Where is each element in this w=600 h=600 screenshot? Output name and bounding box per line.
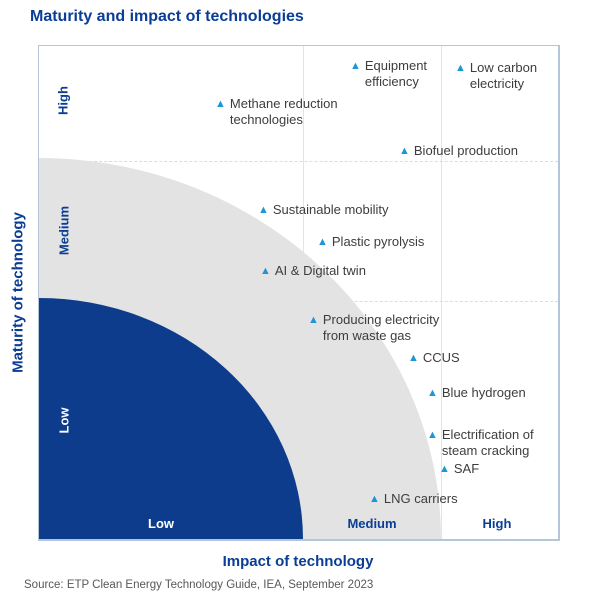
- triangle-marker-icon: ▲: [439, 463, 450, 475]
- y-axis-title: Maturity of technology: [9, 212, 27, 373]
- data-point-label: CCUS: [422, 350, 460, 365]
- gridline-vertical-medium-high: [441, 46, 442, 539]
- triangle-marker-icon: ▲: [317, 236, 328, 248]
- data-point-equipment-efficiency: ▲ Equipment efficiency: [350, 58, 427, 90]
- chart-title: Maturity and impact of technologies: [30, 8, 304, 25]
- data-point-label: Equipment efficiency: [364, 58, 428, 89]
- data-point-ai-digital-twin: ▲ AI & Digital twin: [260, 263, 366, 279]
- data-point-ccus: ▲ CCUS: [408, 350, 460, 366]
- x-axis-title: Impact of technology: [222, 553, 374, 570]
- plot-area: High Medium Low Low Medium High ▲ Equipm…: [38, 45, 560, 541]
- x-band-label-low: Low: [148, 516, 174, 531]
- data-point-label: Methane reduction technologies: [229, 96, 338, 127]
- data-point-label: Blue hydrogen: [441, 385, 526, 400]
- triangle-marker-icon: ▲: [427, 387, 438, 399]
- data-point-label: Low carbon electricity: [469, 60, 538, 91]
- data-point-lng-carriers: ▲ LNG carriers: [369, 491, 458, 507]
- triangle-marker-icon: ▲: [399, 145, 410, 157]
- data-point-plastic-pyrolysis: ▲ Plastic pyrolysis: [317, 234, 424, 250]
- triangle-marker-icon: ▲: [427, 429, 438, 441]
- data-point-electrification-of-steam-cracking: ▲ Electrification of steam cracking: [427, 427, 534, 459]
- triangle-marker-icon: ▲: [350, 60, 361, 72]
- data-point-low-carbon-electricity: ▲ Low carbon electricity: [455, 60, 537, 92]
- data-point-label: AI & Digital twin: [274, 263, 366, 278]
- data-point-sustainable-mobility: ▲ Sustainable mobility: [258, 202, 389, 218]
- y-band-label-low: Low: [56, 407, 72, 434]
- triangle-marker-icon: ▲: [258, 204, 269, 216]
- data-point-methane-reduction-technologies: ▲ Methane reduction technologies: [215, 96, 338, 128]
- y-band-label-high: High: [55, 86, 71, 115]
- data-point-biofuel-production: ▲ Biofuel production: [399, 143, 518, 159]
- x-band-label-high: High: [482, 516, 512, 531]
- data-point-blue-hydrogen: ▲ Blue hydrogen: [427, 385, 526, 401]
- triangle-marker-icon: ▲: [215, 98, 226, 110]
- data-point-label: Biofuel production: [413, 143, 518, 158]
- data-point-saf: ▲ SAF: [439, 461, 479, 477]
- x-band-label-medium: Medium: [347, 516, 397, 531]
- data-point-label: Electrification of steam cracking: [441, 427, 534, 458]
- data-point-label: Producing electricity from waste gas: [322, 312, 440, 343]
- gridline-horizontal-high-medium: [39, 161, 558, 162]
- triangle-marker-icon: ▲: [308, 314, 319, 326]
- data-point-label: Sustainable mobility: [272, 202, 389, 217]
- data-point-label: SAF: [453, 461, 480, 476]
- data-point-label: LNG carriers: [383, 491, 458, 506]
- source-note: Source: ETP Clean Energy Technology Guid…: [24, 579, 374, 591]
- triangle-marker-icon: ▲: [455, 62, 466, 74]
- y-band-label-medium: Medium: [56, 205, 72, 256]
- triangle-marker-icon: ▲: [408, 352, 419, 364]
- data-point-label: Plastic pyrolysis: [331, 234, 425, 249]
- triangle-marker-icon: ▲: [369, 493, 380, 505]
- triangle-marker-icon: ▲: [260, 265, 271, 277]
- data-point-producing-electricity-from-waste-gas: ▲ Producing electricity from waste gas: [308, 312, 439, 344]
